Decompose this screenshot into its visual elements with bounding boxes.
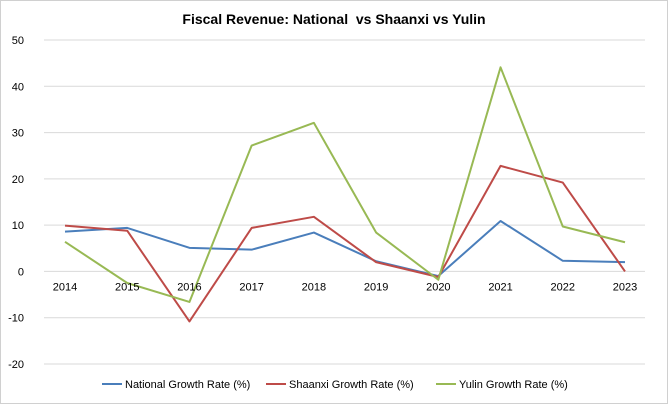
series-line-1	[64, 219, 626, 278]
x-tick-label: 2019	[364, 281, 388, 293]
x-tick-label: 2023	[613, 281, 637, 293]
x-axis-ticks: 2014 2015 2016 2017 2018 2019 2020 2021 2022 2023	[53, 281, 637, 293]
x-tick-label: 2015	[115, 281, 139, 293]
y-tick-label: -10	[8, 313, 24, 325]
y-tick-label: -20	[8, 359, 24, 371]
x-tick-label: 2021	[488, 281, 512, 293]
legend-label-3: Yulin Growth Rate (%)	[459, 379, 568, 391]
chart-title: Fiscal Revenue: National vs Shaanxi vs Y…	[182, 11, 485, 27]
x-tick-label: 2018	[302, 281, 326, 293]
series-line-2	[64, 164, 626, 323]
x-tick-label: 2014	[53, 281, 77, 293]
y-tick-label: 0	[18, 266, 24, 278]
x-tick-label: 2020	[426, 281, 450, 293]
y-axis-ticks: 50 40 30 20 10 0 -10 -20	[8, 35, 24, 371]
y-tick-label: 30	[12, 128, 24, 140]
series-line-3	[64, 66, 626, 303]
y-tick-label: 40	[12, 81, 24, 93]
y-tick-label: 20	[12, 174, 24, 186]
series-lines	[64, 66, 626, 323]
legend-label-1: National Growth Rate (%)	[125, 379, 250, 391]
x-tick-label: 2017	[239, 281, 263, 293]
x-tick-label: 2016	[177, 281, 201, 293]
legend: National Growth Rate (%) Shaanxi Growth R…	[102, 379, 568, 391]
x-tick-label: 2022	[551, 281, 575, 293]
gridlines	[44, 39, 645, 365]
y-tick-label: 50	[12, 35, 24, 47]
legend-label-2: Shaanxi Growth Rate (%)	[289, 379, 414, 391]
y-tick-label: 10	[12, 220, 24, 232]
